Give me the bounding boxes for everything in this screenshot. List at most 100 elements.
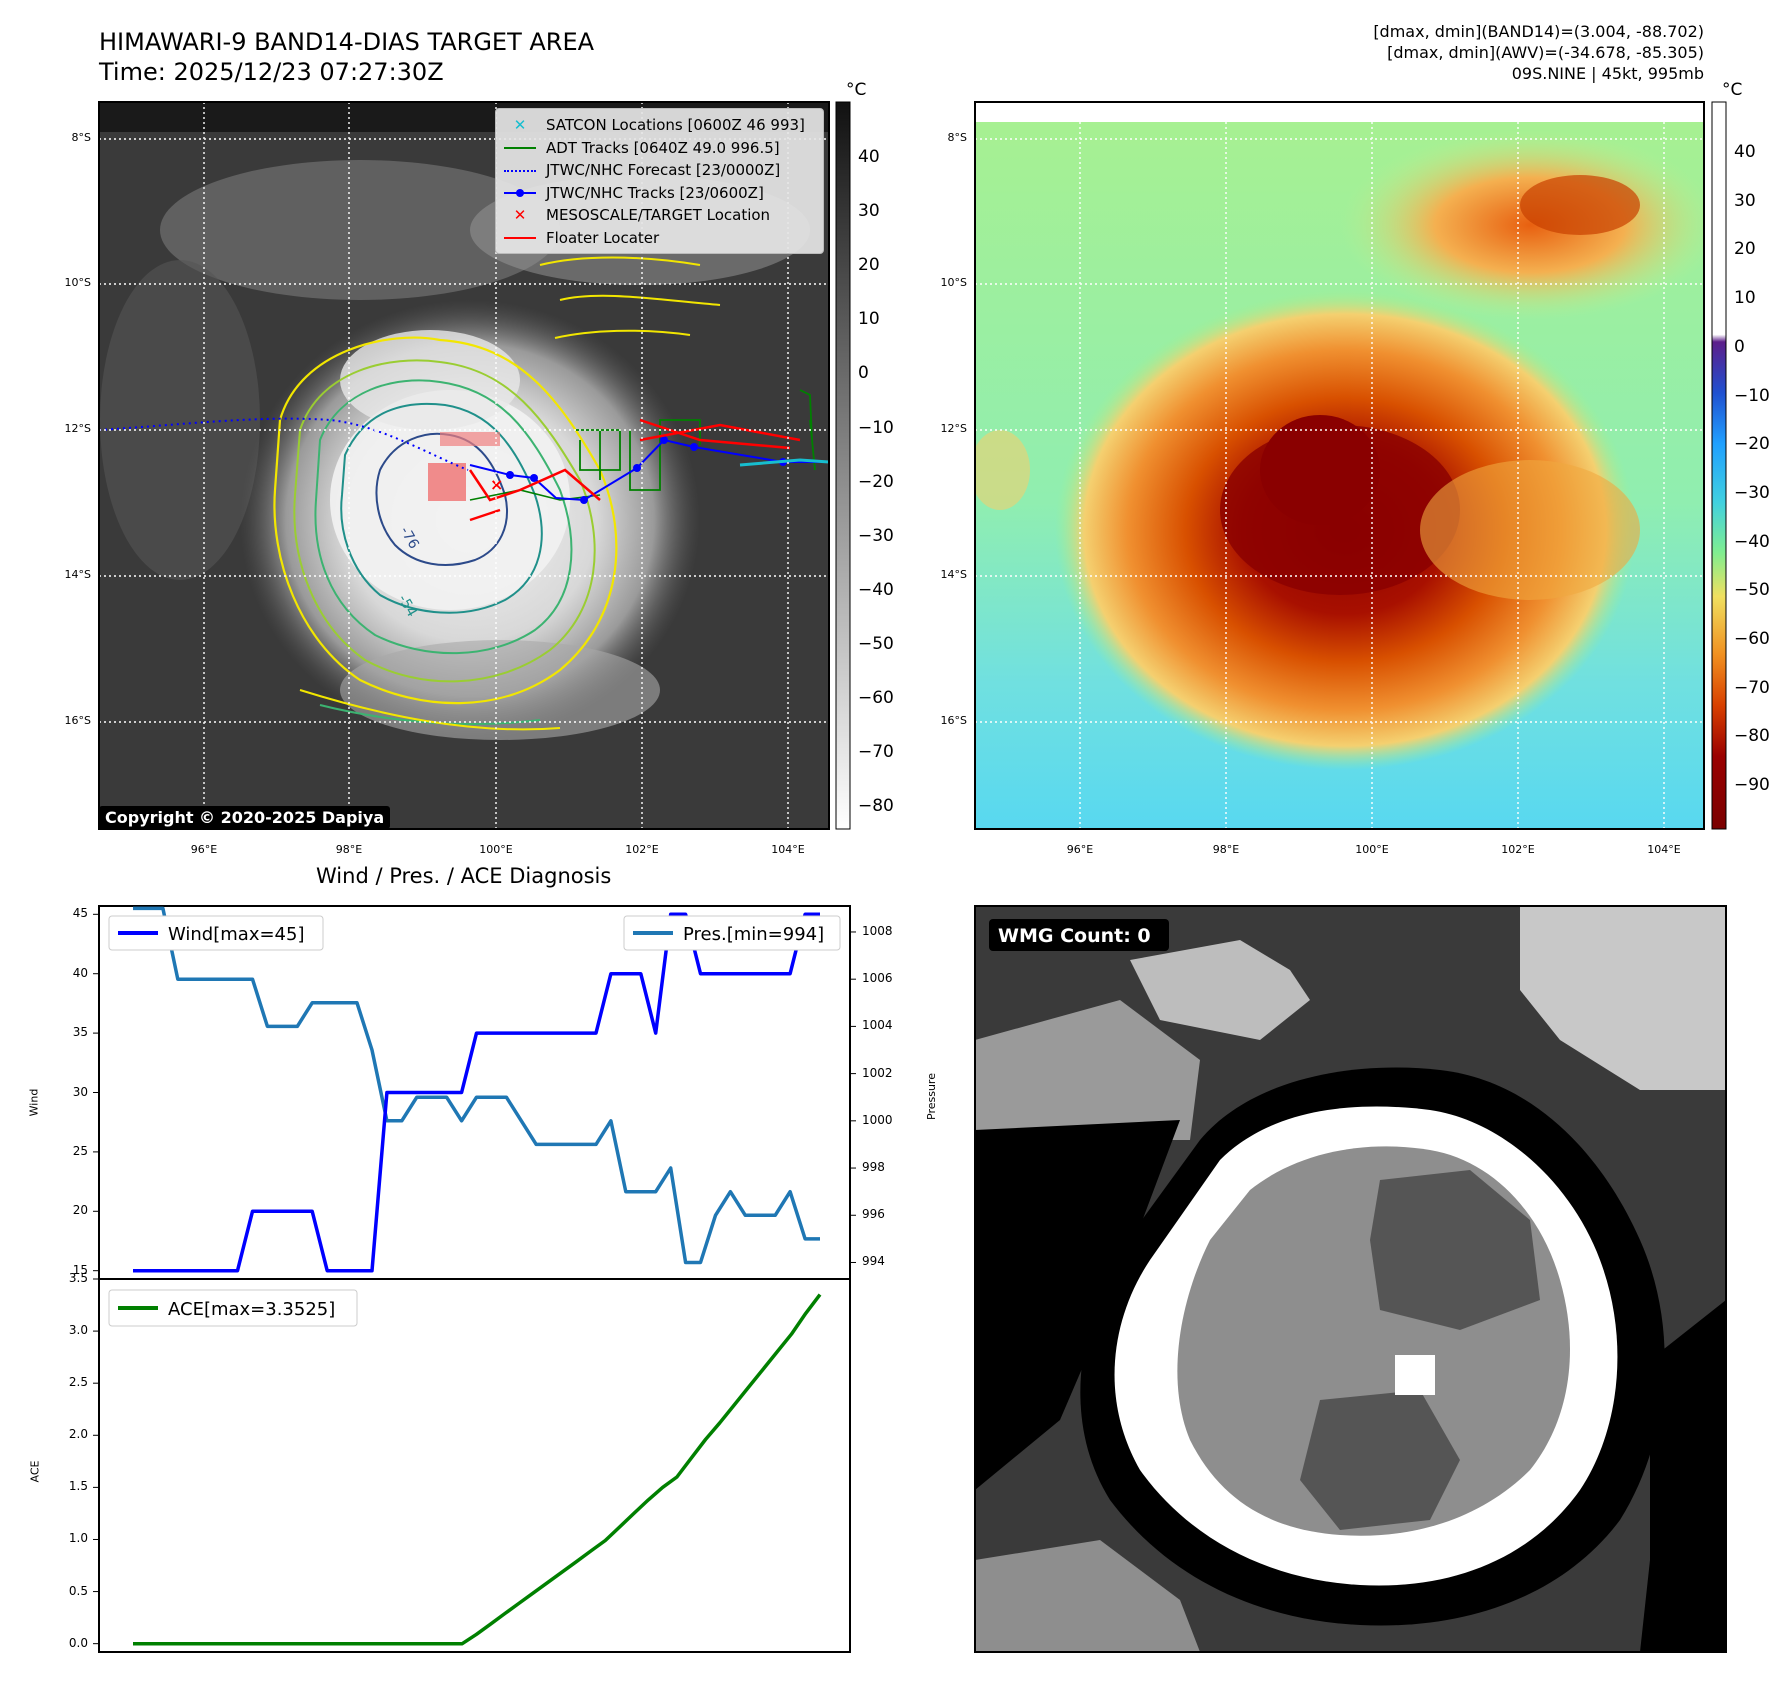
lon-label-color: 96°E bbox=[1066, 843, 1094, 856]
lon-label-color: 104°E bbox=[1647, 843, 1681, 856]
gray-colorbar-tick: −70 bbox=[858, 742, 894, 763]
pressure-tick-label: 1008 bbox=[862, 923, 893, 938]
ace-axis-label: ACE bbox=[28, 1460, 42, 1483]
map-legend: ✕ SATCON Locations [0600Z 46 993] ADT Trac… bbox=[495, 108, 824, 254]
legend-entry-label: MESOSCALE/TARGET Location bbox=[546, 206, 771, 224]
figure-title: HIMAWARI-9 BAND14-DIAS TARGET AREA bbox=[99, 28, 595, 56]
ir-color-map bbox=[974, 101, 1705, 830]
legend-marker-icon bbox=[502, 139, 538, 157]
map-legend-entry: ✕ MESOSCALE/TARGET Location bbox=[502, 205, 770, 225]
lon-label-color: 102°E bbox=[1501, 843, 1535, 856]
gray-colorbar-tick: 30 bbox=[858, 201, 880, 222]
pressure-tick-label: 1006 bbox=[862, 971, 893, 986]
gray-colorbar-tick: −10 bbox=[858, 417, 894, 438]
color-colorbar-unit: °C bbox=[1722, 80, 1743, 100]
gray-colorbar-tick: −30 bbox=[858, 525, 894, 546]
lon-label: 96°E bbox=[190, 843, 218, 856]
ace-tick-label: 2.0 bbox=[68, 1427, 88, 1442]
map-legend-entry: JTWC/NHC Tracks [23/0600Z] bbox=[502, 183, 764, 203]
wind-legend: Wind[max=45] bbox=[108, 915, 324, 951]
ace-tick-label: 2.5 bbox=[68, 1375, 88, 1390]
lat-label-color: 14°S bbox=[940, 568, 967, 581]
color-colorbar-tick: 10 bbox=[1734, 288, 1756, 309]
gray-colorbar-tick: −20 bbox=[858, 471, 894, 492]
legend-marker-icon bbox=[502, 184, 538, 202]
pressure-legend-label: Pres.[min=994] bbox=[683, 924, 824, 945]
wmg-panel: WMG Count: 0 bbox=[974, 905, 1727, 1653]
legend-marker-icon bbox=[502, 161, 538, 179]
ace-tick-label: 1.0 bbox=[68, 1531, 88, 1546]
ace-tick-label: 0.5 bbox=[68, 1583, 88, 1598]
color-colorbar-tick: −20 bbox=[1734, 434, 1770, 455]
gray-colorbar-tick: −60 bbox=[858, 688, 894, 708]
color-colorbar-tick: −70 bbox=[1734, 677, 1770, 698]
pressure-series-line bbox=[133, 906, 820, 1265]
lat-label: 14°S bbox=[64, 568, 91, 581]
ace-tick-label: 1.5 bbox=[68, 1479, 88, 1494]
ace-series-line bbox=[133, 1293, 822, 1646]
color-colorbar-tick: −60 bbox=[1734, 629, 1770, 649]
ace-tick-label: 3.5 bbox=[68, 1271, 88, 1285]
legend-marker-icon: ✕ bbox=[513, 206, 527, 224]
wind-series-line bbox=[133, 912, 820, 1273]
color-colorbar-tick: −90 bbox=[1734, 775, 1770, 796]
lon-label: 100°E bbox=[479, 843, 513, 856]
map-gridlines bbox=[99, 102, 829, 829]
map-legend-entry: ✕ SATCON Locations [0600Z 46 993] bbox=[502, 115, 805, 135]
color-colorbar-tick: 40 bbox=[1734, 142, 1756, 162]
map-legend-entry: JTWC/NHC Forecast [23/0000Z] bbox=[502, 160, 780, 180]
dmax-awv: [dmax, dmin](AWV)=(-34.678, -85.305) bbox=[1387, 43, 1704, 62]
wind-axis-label: Wind bbox=[27, 1088, 41, 1117]
lat-label-color: 8°S bbox=[947, 131, 967, 144]
gray-colorbar-tick: 10 bbox=[858, 309, 880, 330]
pressure-tick-label: 994 bbox=[862, 1254, 885, 1269]
lon-label-color: 98°E bbox=[1212, 843, 1240, 856]
figure-time: Time: 2025/12/23 07:27:30Z bbox=[99, 58, 444, 86]
gray-colorbar-tick: −80 bbox=[858, 796, 894, 817]
lat-label-color: 16°S bbox=[940, 714, 967, 727]
gray-colorbar-unit: °C bbox=[846, 80, 867, 100]
color-colorbar-tick: −50 bbox=[1734, 580, 1770, 601]
pressure-tick-label: 996 bbox=[862, 1207, 885, 1222]
color-colorbar bbox=[1711, 101, 1727, 830]
lat-label: 16°S bbox=[64, 714, 91, 727]
ace-legend-label: ACE[max=3.3525] bbox=[168, 1299, 335, 1320]
pressure-tick-label: 998 bbox=[862, 1160, 885, 1175]
color-colorbar-tick: 0 bbox=[1734, 336, 1745, 357]
lon-label-color: 100°E bbox=[1355, 843, 1389, 856]
wind-tick-label: 40 bbox=[72, 965, 88, 980]
wind-tick-label: 25 bbox=[72, 1143, 88, 1158]
legend-entry-label: JTWC/NHC Forecast [23/0000Z] bbox=[546, 161, 781, 179]
color-colorbar-tick: −40 bbox=[1734, 531, 1770, 552]
gray-colorbar-tick: 20 bbox=[858, 255, 880, 276]
wind-legend-label: Wind[max=45] bbox=[168, 924, 305, 945]
diagnosis-title: Wind / Pres. / ACE Diagnosis bbox=[316, 864, 612, 888]
lon-label: 104°E bbox=[771, 843, 805, 856]
legend-entry-label: SATCON Locations [0600Z 46 993] bbox=[546, 116, 805, 134]
pressure-axis-label: Pressure bbox=[924, 1073, 938, 1120]
color-colorbar-tick: 30 bbox=[1734, 190, 1756, 211]
wind-tick-label: 35 bbox=[72, 1025, 88, 1040]
map-legend-entry: ADT Tracks [0640Z 49.0 996.5] bbox=[502, 138, 780, 158]
wind-tick-label: 45 bbox=[72, 906, 88, 921]
color-colorbar-tick: −80 bbox=[1734, 726, 1770, 747]
gray-colorbar-tick: 40 bbox=[858, 147, 880, 167]
color-colorbar-tick: −10 bbox=[1734, 385, 1770, 406]
gray-colorbar bbox=[835, 101, 851, 830]
legend-entry-label: Floater Locater bbox=[546, 228, 660, 247]
legend-entry-label: JTWC/NHC Tracks [23/0600Z] bbox=[546, 183, 764, 202]
legend-marker-icon bbox=[502, 229, 538, 247]
svg-text:×: × bbox=[490, 475, 503, 494]
dmax-band14: [dmax, dmin](BAND14)=(3.004, -88.702) bbox=[1373, 22, 1704, 41]
wind-tick-label: 20 bbox=[72, 1203, 88, 1218]
gray-colorbar-tick: 0 bbox=[858, 363, 869, 384]
lon-label: 102°E bbox=[625, 843, 659, 856]
lat-label-color: 10°S bbox=[940, 276, 967, 289]
legend-marker-icon: ✕ bbox=[513, 116, 527, 134]
lon-label: 98°E bbox=[335, 843, 363, 856]
wind-tick-label: 15 bbox=[72, 1262, 88, 1277]
wind-tick-label: 30 bbox=[72, 1084, 88, 1099]
map-gridlines-color bbox=[975, 102, 1704, 829]
gray-colorbar-tick: −50 bbox=[858, 633, 894, 654]
map-legend-entry: Floater Locater bbox=[502, 228, 659, 248]
